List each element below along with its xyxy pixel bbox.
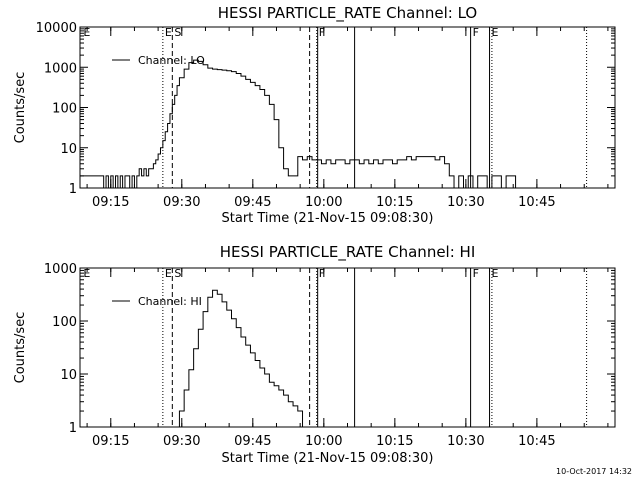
x-tick-label: 10:00 bbox=[305, 434, 342, 449]
legend-label: Channel: LO bbox=[138, 54, 205, 67]
event-marker-label: S bbox=[174, 267, 181, 280]
y-tick-label: 10 bbox=[60, 142, 77, 157]
x-tick-label: 10:15 bbox=[376, 434, 413, 449]
plot-timestamp: 10-Oct-2017 14:32 bbox=[556, 467, 632, 476]
legend-label: Channel: HI bbox=[138, 295, 202, 308]
chart-title: HESSI PARTICLE_RATE Channel: LO bbox=[218, 4, 477, 23]
y-tick-label: 1000 bbox=[44, 262, 77, 277]
event-marker-label: F bbox=[319, 267, 325, 280]
event-marker-label: E bbox=[165, 26, 172, 39]
x-tick-label: 10:45 bbox=[518, 195, 555, 210]
x-tick-label: 10:00 bbox=[305, 195, 342, 210]
x-tick-label: 09:15 bbox=[92, 195, 129, 210]
x-tick-label: 10:30 bbox=[447, 434, 484, 449]
x-tick-label: 09:45 bbox=[234, 195, 271, 210]
event-marker-label: F bbox=[473, 267, 479, 280]
x-tick-label: 10:15 bbox=[376, 195, 413, 210]
y-tick-label: 10000 bbox=[36, 21, 77, 36]
x-tick-label: 09:15 bbox=[92, 434, 129, 449]
chart-title: HESSI PARTICLE_RATE Channel: HI bbox=[220, 243, 476, 262]
series-line-1 bbox=[80, 59, 517, 189]
chart-panel-2 bbox=[79, 267, 616, 428]
series-line-1 bbox=[177, 289, 304, 428]
y-tick-label: 100 bbox=[52, 102, 77, 117]
y-tick-label: 10 bbox=[60, 368, 77, 383]
y-tick-label: 100 bbox=[52, 315, 77, 330]
event-marker-label: S bbox=[174, 26, 181, 39]
event-marker-label: E bbox=[83, 267, 90, 280]
event-marker-label: F bbox=[473, 26, 479, 39]
x-tick-label: 09:45 bbox=[234, 434, 271, 449]
x-axis-label: Start Time (21-Nov-15 09:08:30) bbox=[222, 211, 434, 226]
x-axis-label: Start Time (21-Nov-15 09:08:30) bbox=[222, 451, 434, 466]
event-marker-label: E bbox=[83, 26, 90, 39]
chart-panel-1 bbox=[79, 26, 616, 189]
y-axis-label: Counts/sec bbox=[13, 312, 28, 384]
event-marker-label: F bbox=[319, 26, 325, 39]
y-axis-label: Counts/sec bbox=[13, 72, 28, 144]
event-marker-label: E bbox=[492, 26, 499, 39]
y-tick-label: 1000 bbox=[44, 61, 77, 76]
x-tick-label: 09:30 bbox=[163, 434, 200, 449]
x-tick-label: 10:45 bbox=[518, 434, 555, 449]
event-marker-label: E bbox=[165, 267, 172, 280]
event-marker-label: E bbox=[492, 267, 499, 280]
x-tick-label: 10:30 bbox=[447, 195, 484, 210]
plot-frame bbox=[79, 267, 616, 428]
y-tick-label: 1 bbox=[69, 182, 77, 197]
y-tick-label: 1 bbox=[69, 421, 77, 436]
x-tick-label: 09:30 bbox=[163, 195, 200, 210]
